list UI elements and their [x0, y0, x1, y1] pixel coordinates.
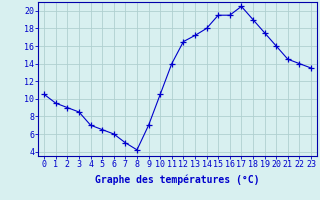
X-axis label: Graphe des températures (°C): Graphe des températures (°C) [95, 175, 260, 185]
